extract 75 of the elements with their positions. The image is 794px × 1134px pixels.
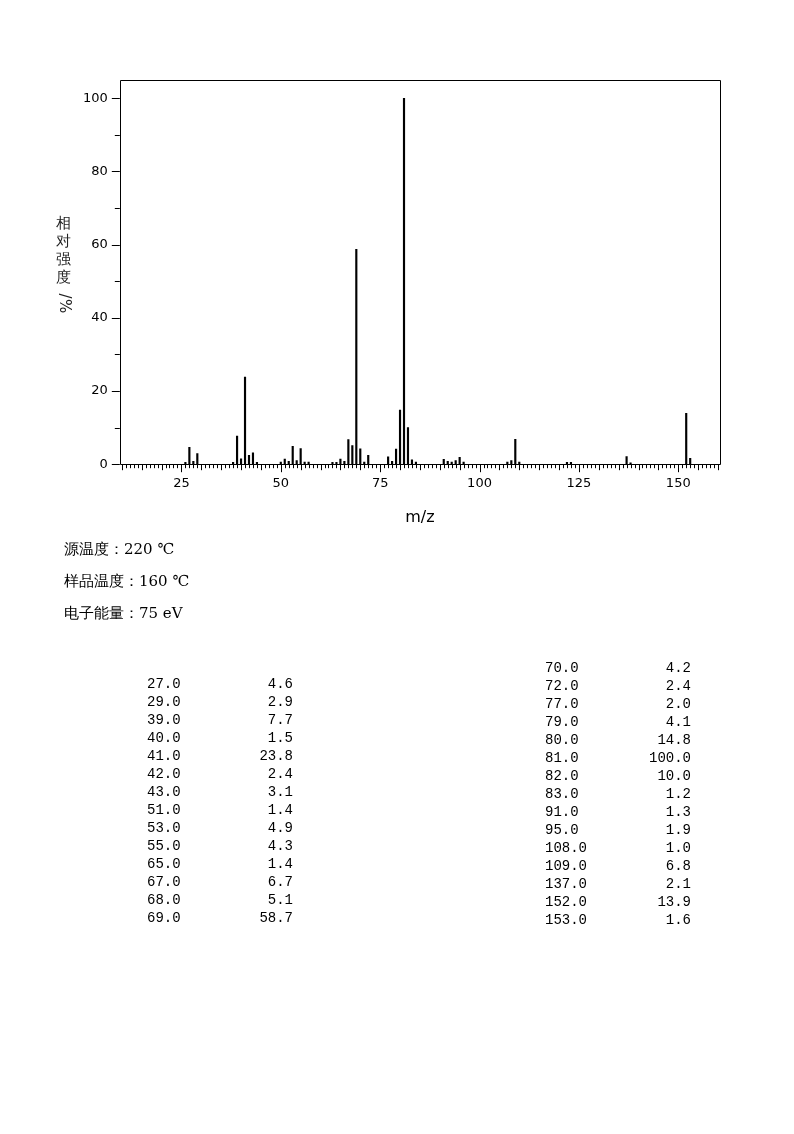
text: 7.7 xyxy=(267,712,293,728)
category-label: 51.0 xyxy=(147,801,182,819)
text: 样品温度：160 ℃ xyxy=(64,572,190,591)
text: 3.1 xyxy=(267,784,293,800)
text: 4.2 xyxy=(665,660,691,676)
x-tick-label: 125 xyxy=(566,475,592,491)
text: 2.9 xyxy=(267,694,293,710)
text: 58.7 xyxy=(259,910,293,926)
text: 源温度：220 ℃ xyxy=(64,540,175,559)
category-label: 43.0 xyxy=(147,783,182,801)
category-label: 72.0 xyxy=(545,677,580,695)
category-label: 83.0 xyxy=(545,785,580,803)
text: 14.8 xyxy=(657,732,691,748)
category-label: 55.0 xyxy=(147,837,182,855)
text: 4.3 xyxy=(267,838,293,854)
x-tick-label: 25 xyxy=(173,475,190,491)
x-tick-label: 50 xyxy=(272,475,290,491)
text: 1.9 xyxy=(665,822,691,838)
text: 1.6 xyxy=(665,912,691,928)
text: 6.8 xyxy=(665,858,691,874)
text: 1.3 xyxy=(665,804,691,820)
category-label: 81.0 xyxy=(545,749,580,767)
text: 1.4 xyxy=(267,856,293,872)
y-tick-label: 40 xyxy=(91,309,108,325)
category-label: 137.0 xyxy=(545,875,588,893)
category-label: 109.0 xyxy=(545,857,588,875)
text: 4.9 xyxy=(267,820,293,836)
category-label: 82.0 xyxy=(545,767,580,785)
category-label: 67.0 xyxy=(147,873,182,891)
text: 4.1 xyxy=(665,714,691,730)
category-label: 69.0 xyxy=(147,909,182,927)
text: 2.4 xyxy=(267,766,293,782)
x-tick-label: 100 xyxy=(467,475,492,491)
text: 10.0 xyxy=(657,768,691,784)
category-label: 41.0 xyxy=(147,747,182,765)
category-label: 65.0 xyxy=(147,855,182,873)
text: 1.0 xyxy=(665,840,691,856)
category-label: 153.0 xyxy=(545,911,588,929)
category-label: 95.0 xyxy=(545,821,580,839)
text: 2.4 xyxy=(665,678,691,694)
text: 2.0 xyxy=(665,696,691,712)
category-label: 152.0 xyxy=(545,893,588,911)
category-label: 40.0 xyxy=(147,729,182,747)
x-tick-label: 150 xyxy=(665,475,691,491)
text: 100.0 xyxy=(648,750,691,766)
category-label: 80.0 xyxy=(545,731,580,749)
text: 电子能量：75 eV xyxy=(64,604,183,623)
category-label: 70.0 xyxy=(545,659,580,677)
category-label: 39.0 xyxy=(147,711,182,729)
category-label: 77.0 xyxy=(545,695,580,713)
text: 2.1 xyxy=(665,876,691,892)
text: 1.4 xyxy=(267,802,293,818)
y-axis-title: 相对强度/% xyxy=(55,213,74,314)
category-label: 27.0 xyxy=(147,675,182,693)
y-tick-label: 60 xyxy=(91,236,108,252)
y-tick-label: 0 xyxy=(99,455,108,471)
text: 13.9 xyxy=(657,894,691,910)
category-label: 68.0 xyxy=(147,891,182,909)
text: 23.8 xyxy=(259,748,293,764)
text: 6.7 xyxy=(267,874,293,890)
text: 5.1 xyxy=(267,892,293,908)
y-tick-label: 80 xyxy=(91,162,108,178)
category-label: 79.0 xyxy=(545,713,580,731)
y-tick-label: 20 xyxy=(91,382,108,398)
category-label: 29.0 xyxy=(147,693,182,711)
category-label: 108.0 xyxy=(545,839,588,857)
text: 4.6 xyxy=(267,676,293,692)
x-tick-label: 75 xyxy=(371,475,389,491)
text: 1.5 xyxy=(267,730,293,746)
x-axis-title: m/z xyxy=(405,506,435,526)
text: 1.2 xyxy=(665,786,691,802)
category-label: 91.0 xyxy=(545,803,580,821)
y-tick-label: 100 xyxy=(82,89,108,105)
category-label: 53.0 xyxy=(147,819,182,837)
category-label: 42.0 xyxy=(147,765,182,783)
